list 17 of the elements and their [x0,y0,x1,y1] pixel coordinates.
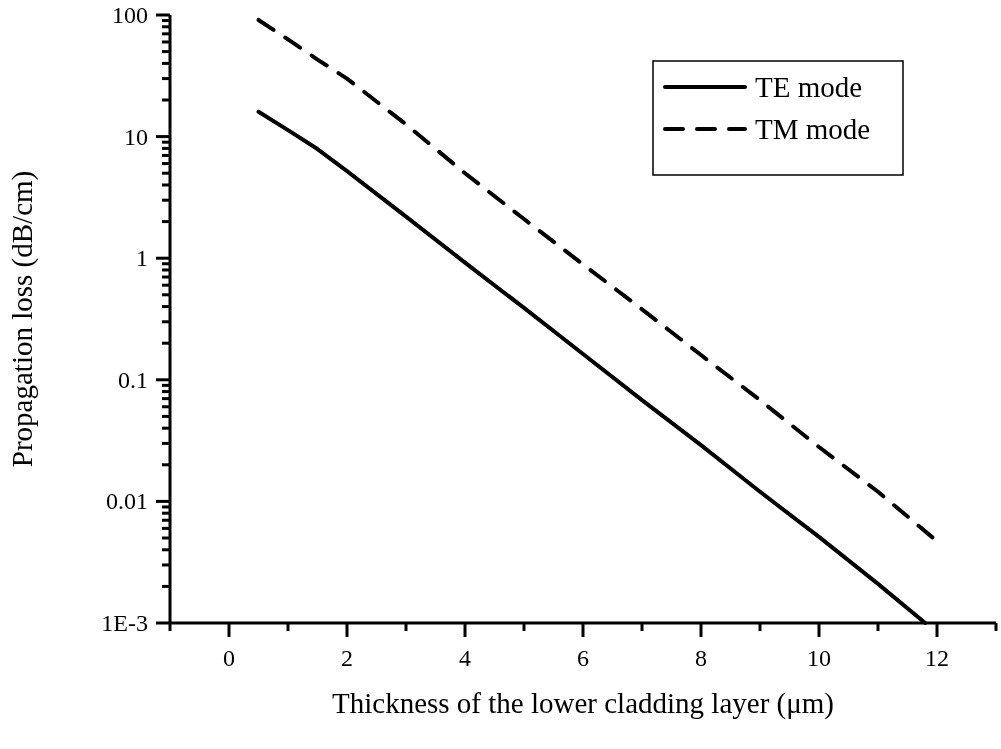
y-axis-title: Propagation loss (dB/cm) [6,170,39,468]
x-tick-label: 10 [807,645,831,671]
legend-label: TE mode [755,71,863,103]
y-tick-label: 1E-3 [101,610,148,636]
x-tick-label: 4 [459,645,471,671]
x-tick-label: 8 [695,645,707,671]
y-tick-label: 100 [112,2,148,28]
x-tick-label: 0 [223,645,235,671]
y-tick-label: 1 [136,245,148,272]
x-tick-label: 12 [925,645,949,671]
x-axis-title: Thickness of the lower cladding layer (μm) [332,687,834,720]
x-tick-label: 2 [341,645,353,671]
y-tick-label: 10 [124,123,148,150]
y-tick-label: 0.01 [106,488,148,515]
legend-label: TM mode [755,113,871,145]
y-tick-label: 0.1 [118,366,148,393]
x-tick-label: 6 [577,645,589,671]
